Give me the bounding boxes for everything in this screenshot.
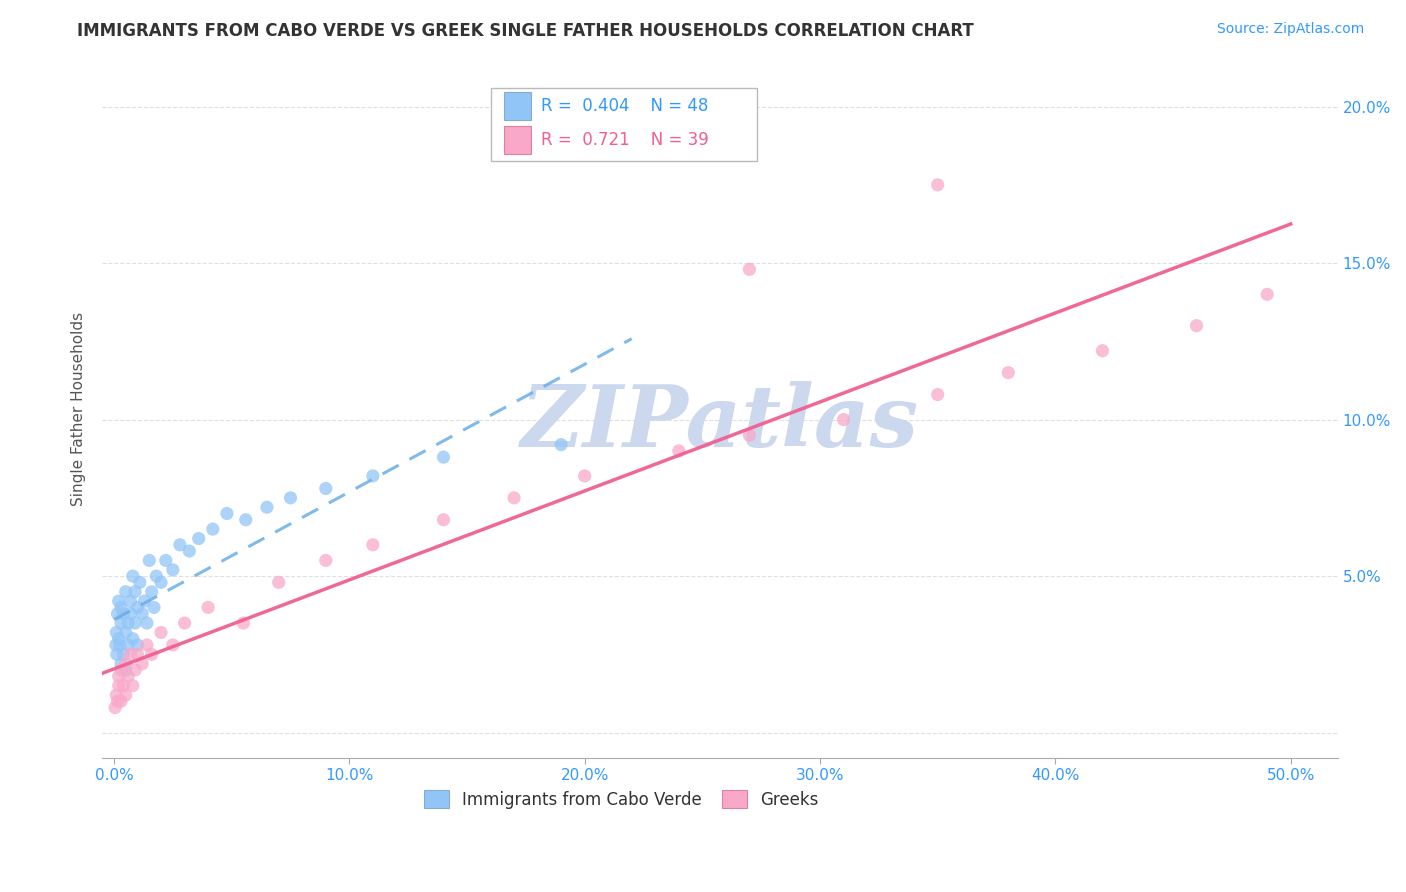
Point bbox=[361, 538, 384, 552]
Point bbox=[107, 594, 129, 608]
Point bbox=[114, 657, 136, 671]
Point bbox=[550, 437, 572, 451]
Point bbox=[197, 600, 219, 615]
Point bbox=[110, 657, 132, 671]
Point bbox=[267, 575, 290, 590]
Point bbox=[112, 679, 135, 693]
Point bbox=[120, 607, 142, 621]
Point bbox=[104, 638, 127, 652]
Point bbox=[315, 482, 337, 496]
Point bbox=[117, 638, 139, 652]
Point bbox=[110, 600, 132, 615]
Point bbox=[131, 657, 153, 671]
Point bbox=[107, 607, 129, 621]
Point bbox=[141, 584, 163, 599]
Text: R =  0.404    N = 48: R = 0.404 N = 48 bbox=[541, 97, 709, 115]
Text: IMMIGRANTS FROM CABO VERDE VS GREEK SINGLE FATHER HOUSEHOLDS CORRELATION CHART: IMMIGRANTS FROM CABO VERDE VS GREEK SING… bbox=[77, 22, 974, 40]
Point bbox=[117, 669, 139, 683]
Point bbox=[432, 450, 454, 464]
Point bbox=[108, 638, 131, 652]
Point bbox=[114, 663, 136, 677]
Point bbox=[112, 607, 135, 621]
Point bbox=[136, 638, 159, 652]
FancyBboxPatch shape bbox=[503, 126, 531, 153]
Point bbox=[162, 563, 184, 577]
Point bbox=[110, 615, 132, 630]
Point bbox=[114, 688, 136, 702]
FancyBboxPatch shape bbox=[492, 87, 756, 161]
Point bbox=[1256, 287, 1278, 301]
Point bbox=[124, 615, 146, 630]
Point bbox=[232, 615, 254, 630]
Point bbox=[112, 648, 135, 662]
Point bbox=[738, 428, 761, 442]
Point bbox=[141, 648, 163, 662]
Point bbox=[105, 648, 128, 662]
Point bbox=[256, 500, 278, 515]
Point bbox=[738, 262, 761, 277]
Point bbox=[1091, 343, 1114, 358]
Point bbox=[432, 513, 454, 527]
Point bbox=[927, 387, 949, 401]
Point bbox=[150, 625, 173, 640]
Point bbox=[124, 584, 146, 599]
Point bbox=[145, 569, 167, 583]
Point bbox=[832, 412, 855, 426]
Point bbox=[235, 513, 257, 527]
Point bbox=[1185, 318, 1208, 333]
Point bbox=[997, 366, 1019, 380]
Point bbox=[110, 694, 132, 708]
Point bbox=[927, 178, 949, 192]
Point bbox=[110, 663, 132, 677]
Legend: Immigrants from Cabo Verde, Greeks: Immigrants from Cabo Verde, Greeks bbox=[418, 784, 825, 815]
Point bbox=[104, 700, 127, 714]
Point bbox=[162, 638, 184, 652]
Point bbox=[107, 694, 129, 708]
Point bbox=[127, 638, 149, 652]
Point bbox=[105, 625, 128, 640]
Point bbox=[120, 648, 142, 662]
Point bbox=[107, 679, 129, 693]
Point bbox=[127, 648, 149, 662]
Point bbox=[155, 553, 177, 567]
Point bbox=[215, 507, 238, 521]
Point bbox=[105, 688, 128, 702]
Point bbox=[117, 615, 139, 630]
Point bbox=[668, 443, 690, 458]
Point bbox=[187, 532, 209, 546]
Point bbox=[121, 679, 143, 693]
Point bbox=[315, 553, 337, 567]
Point bbox=[280, 491, 302, 505]
Point bbox=[124, 663, 146, 677]
Point bbox=[574, 469, 596, 483]
Point bbox=[131, 607, 153, 621]
Point bbox=[138, 553, 160, 567]
Text: R =  0.721    N = 39: R = 0.721 N = 39 bbox=[541, 131, 709, 149]
Point bbox=[127, 600, 149, 615]
Point bbox=[201, 522, 224, 536]
Point bbox=[503, 491, 526, 505]
Point bbox=[143, 600, 166, 615]
Point bbox=[169, 538, 191, 552]
Point bbox=[107, 669, 129, 683]
Text: ZIPatlas: ZIPatlas bbox=[522, 381, 920, 465]
Point bbox=[121, 569, 143, 583]
Point bbox=[134, 594, 156, 608]
Point bbox=[361, 469, 384, 483]
Point bbox=[121, 632, 143, 646]
Point bbox=[114, 584, 136, 599]
Point bbox=[150, 575, 173, 590]
Point bbox=[136, 615, 159, 630]
Point bbox=[114, 625, 136, 640]
Point bbox=[120, 594, 142, 608]
Y-axis label: Single Father Households: Single Father Households bbox=[72, 311, 86, 506]
Point bbox=[107, 632, 129, 646]
Point bbox=[179, 544, 201, 558]
FancyBboxPatch shape bbox=[503, 93, 531, 120]
Text: Source: ZipAtlas.com: Source: ZipAtlas.com bbox=[1216, 22, 1364, 37]
Point bbox=[173, 615, 195, 630]
Point bbox=[128, 575, 150, 590]
